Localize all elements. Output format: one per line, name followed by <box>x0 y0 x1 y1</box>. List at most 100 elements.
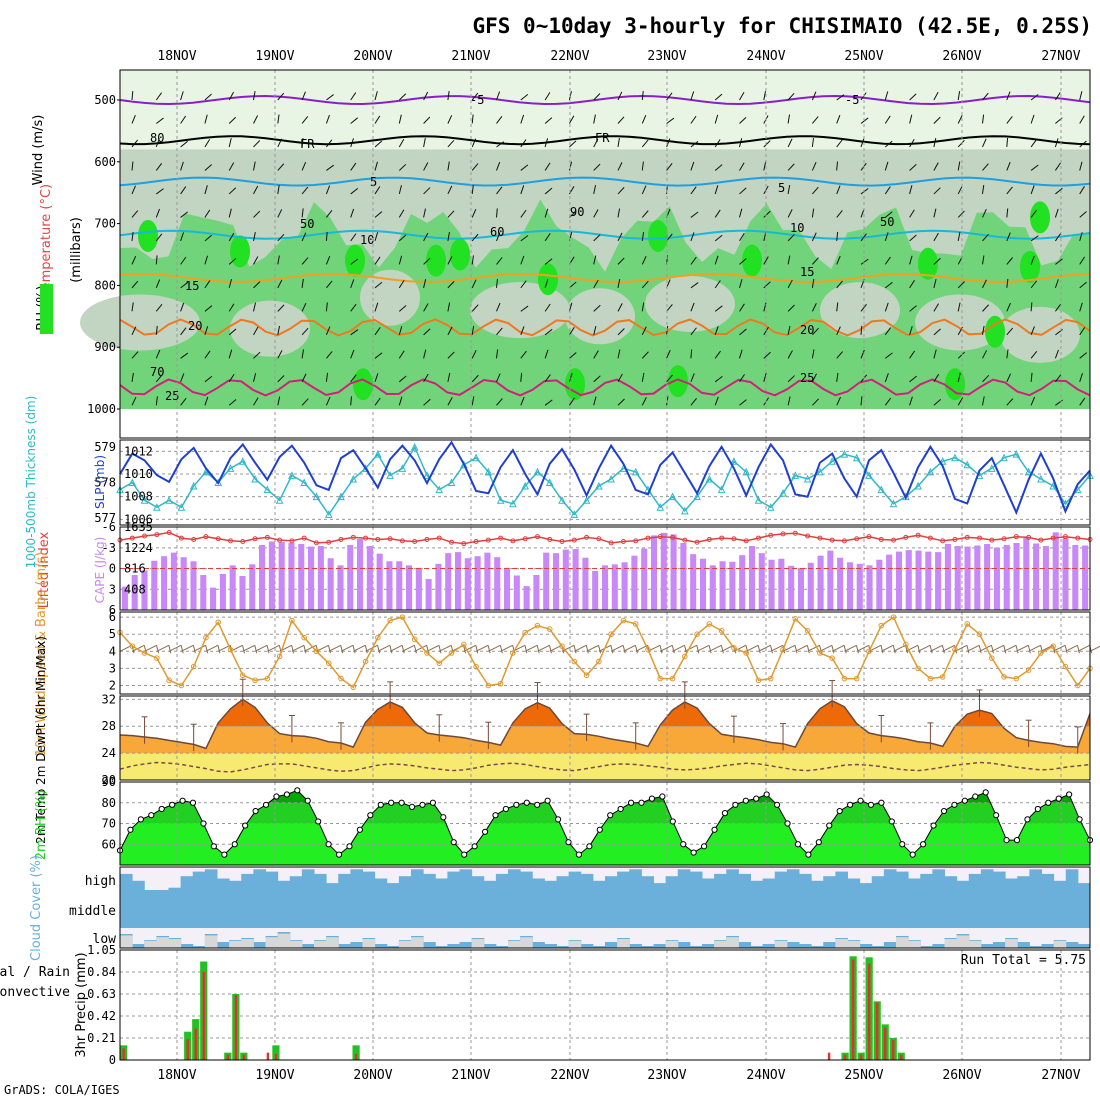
li-point-77 <box>1062 534 1068 540</box>
wind-barb <box>374 281 383 289</box>
wind-barb <box>204 139 211 148</box>
wind-point-63 <box>890 614 897 620</box>
wind-point-49 <box>718 627 725 634</box>
wind-barb <box>593 375 601 383</box>
wind-barb <box>350 233 357 242</box>
cloud-low-patch-0 <box>120 935 133 948</box>
wind-barb <box>1006 91 1011 101</box>
cloud-middle-18 <box>338 890 351 928</box>
cloud-low-56 <box>799 944 812 948</box>
wind-barb <box>617 187 625 195</box>
wind-barb <box>204 234 213 242</box>
wind-barb <box>909 164 917 171</box>
cloud-high-39 <box>592 880 606 890</box>
cloud-high-4 <box>168 887 182 890</box>
cloud-high-54 <box>774 871 788 890</box>
cloud-middle-57 <box>811 890 824 928</box>
wind-barb-15 <box>303 644 317 652</box>
wind-barb <box>471 396 475 406</box>
cloud-high-44 <box>653 883 667 890</box>
wind-barb-18 <box>340 644 354 652</box>
wind-barb <box>1030 114 1035 124</box>
rh2m-ylabel: 2m RH (%) <box>34 790 49 861</box>
isotherm-1 <box>119 135 1091 146</box>
rh2m-point-38 <box>513 801 520 808</box>
precip-conv-bar-97 <box>900 1054 903 1060</box>
wind-barb <box>423 349 427 359</box>
cape-bar-24 <box>357 538 364 610</box>
wind-barb <box>666 92 673 101</box>
wind-barb <box>350 396 352 406</box>
wind-barb <box>617 116 625 124</box>
run-total-label: Run Total = 5.75 <box>961 953 1086 968</box>
wind-barb <box>1030 302 1033 312</box>
wind-barb-flag-65 <box>929 645 933 654</box>
wind-barb <box>812 327 819 336</box>
wind-barb <box>325 302 328 312</box>
wind-barb-flag-37 <box>585 645 589 654</box>
wind-point-75 <box>1038 650 1044 656</box>
cloud-high-64 <box>896 871 909 890</box>
wind-barb <box>593 255 597 265</box>
cloud-middle-66 <box>920 890 933 928</box>
wind-barb-flag-56 <box>819 645 823 654</box>
wind-barb-26 <box>439 644 452 652</box>
wind-barb <box>933 328 941 336</box>
wind-barb <box>641 302 645 312</box>
cross-ylabel-temp: Temperature (°C) <box>39 184 54 297</box>
rh2m-point-32 <box>450 839 457 846</box>
isotherm-6 <box>119 378 1091 397</box>
li-point-30 <box>485 537 491 543</box>
wind-barb <box>496 349 499 359</box>
wind-barb <box>228 349 233 359</box>
wind-barb <box>228 328 237 336</box>
wind-barb <box>1006 278 1009 288</box>
cloud-middle-31 <box>495 890 509 928</box>
wind-barb <box>860 117 869 124</box>
wind-barb <box>1030 351 1038 359</box>
cape-bar-37 <box>484 552 491 610</box>
cape-bar-86 <box>964 546 971 610</box>
wind-point-51 <box>743 650 750 656</box>
li-point-22 <box>387 536 393 542</box>
cloud-high-1 <box>132 880 145 890</box>
wind-barb <box>1054 349 1059 359</box>
li-ytick-4: 6 <box>109 603 116 617</box>
wind-barb-flag-10 <box>254 645 258 654</box>
thickness-point-76 <box>1049 481 1057 490</box>
cloud-high-67 <box>932 869 945 890</box>
cloud-high-59 <box>835 871 848 890</box>
wind-barb <box>374 397 381 406</box>
wind-point-36 <box>559 643 565 649</box>
rh2m-point-50 <box>638 799 645 806</box>
rh2m-point-22 <box>346 843 353 850</box>
wind-barb <box>568 373 573 382</box>
wind-barb <box>739 187 747 195</box>
li-point-61 <box>866 534 872 540</box>
precip-ytick-2: 0.63 <box>87 987 116 1001</box>
rh2m-point-85 <box>1003 837 1010 844</box>
wind-barb <box>909 93 917 101</box>
cape-bar-34 <box>454 552 462 610</box>
cape-bar-19 <box>308 546 315 610</box>
wind-ytick-0: 6 <box>109 610 116 624</box>
wind-barb <box>131 351 139 359</box>
cape-bar-33 <box>445 553 452 610</box>
thickness-point-40 <box>607 474 615 483</box>
rh-gray-patch-1 <box>230 300 310 357</box>
wind-barb <box>593 138 599 148</box>
wind-barb <box>1030 280 1038 289</box>
wind-barb <box>714 164 723 171</box>
thickness-point-33 <box>521 481 529 490</box>
bottom-date-5: 23NOV <box>647 1068 686 1083</box>
wind-point-4 <box>166 677 172 684</box>
wind-barb <box>909 375 917 383</box>
cape-bar-30 <box>415 567 422 610</box>
wind-barb <box>228 162 235 171</box>
cloud-high-72 <box>993 871 1006 890</box>
wind-barb <box>253 302 257 312</box>
rh2m-point-37 <box>502 805 510 813</box>
li-point-7 <box>203 534 209 540</box>
wind-barb-58 <box>831 644 845 652</box>
